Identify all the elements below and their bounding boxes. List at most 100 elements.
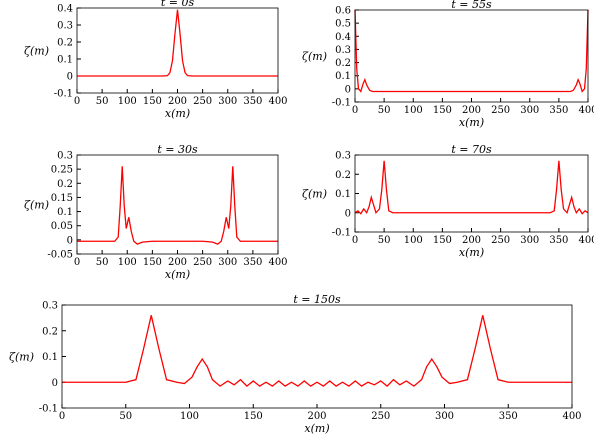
y-tick-label: 0.2	[335, 170, 351, 181]
x-tick-label: 100	[404, 105, 423, 116]
axes-frame	[76, 154, 279, 255]
x-axis-label: x(m)	[165, 268, 190, 281]
x-tick-label: 0	[74, 96, 80, 107]
y-tick-label: 0.3	[42, 301, 58, 312]
y-tick-label: -0.1	[332, 228, 351, 239]
x-tick-label: 100	[404, 235, 423, 246]
y-tick-label: 0.2	[57, 179, 73, 190]
y-axis-label: ζ(m)	[24, 199, 49, 212]
x-tick-label: 300	[520, 235, 539, 246]
x-tick-label: 350	[499, 411, 518, 422]
y-tick-label: 0.2	[57, 38, 73, 49]
x-axis-label: x(m)	[165, 107, 190, 120]
y-tick-label: 0.1	[42, 352, 58, 363]
x-axis-label: x(m)	[459, 116, 484, 129]
y-tick-label: 0	[345, 208, 351, 219]
x-tick-label: 50	[378, 105, 391, 116]
x-tick-label: 0	[352, 235, 358, 246]
y-tick-label: 0.3	[57, 151, 73, 162]
panel-title: t = 70s	[451, 143, 492, 156]
x-tick-label: 200	[168, 257, 187, 268]
x-tick-label: 400	[562, 411, 581, 422]
x-tick-label: 0	[59, 411, 65, 422]
x-tick-label: 0	[352, 105, 358, 116]
y-tick-label: 0	[67, 72, 73, 83]
y-tick-label: 0	[67, 235, 73, 246]
y-axis-label: ζ(m)	[9, 351, 34, 364]
x-tick-label: 150	[143, 257, 162, 268]
x-tick-label: 150	[143, 96, 162, 107]
x-tick-label: 250	[491, 235, 510, 246]
y-tick-label: 0.6	[335, 6, 351, 17]
x-tick-label: 200	[307, 411, 326, 422]
x-tick-label: 100	[180, 411, 199, 422]
x-tick-label: 150	[433, 105, 452, 116]
data-line	[77, 166, 278, 245]
x-tick-label: 200	[168, 96, 187, 107]
x-axis-label: x(m)	[304, 422, 329, 435]
y-tick-label: 0	[345, 84, 351, 95]
x-tick-label: 50	[119, 411, 132, 422]
data-line	[354, 160, 589, 215]
y-tick-label: 0.1	[335, 189, 351, 200]
y-tick-label: 0.15	[51, 193, 73, 204]
y-tick-label: 0.2	[335, 58, 351, 69]
y-axis-label: ζ(m)	[24, 45, 49, 58]
data-line	[354, 9, 589, 93]
x-tick-label: 300	[218, 257, 237, 268]
x-tick-label: 400	[268, 257, 287, 268]
x-tick-label: 400	[578, 235, 594, 246]
y-axis-label: ζ(m)	[302, 50, 327, 63]
y-tick-label: 0.4	[335, 32, 351, 43]
x-tick-label: 350	[549, 235, 568, 246]
x-tick-label: 250	[371, 411, 390, 422]
x-tick-label: 150	[244, 411, 263, 422]
x-tick-label: 50	[96, 96, 109, 107]
y-tick-label: 0.3	[335, 151, 351, 162]
x-tick-label: 100	[118, 257, 137, 268]
y-tick-label: 0.25	[51, 165, 73, 176]
x-tick-label: 300	[218, 96, 237, 107]
x-tick-label: 200	[462, 105, 481, 116]
x-tick-label: 350	[243, 257, 262, 268]
x-tick-label: 100	[118, 96, 137, 107]
axes-frame	[61, 304, 573, 409]
x-tick-label: 0	[74, 257, 80, 268]
y-tick-label: 0.3	[335, 45, 351, 56]
x-tick-label: 250	[193, 96, 212, 107]
x-tick-label: 200	[462, 235, 481, 246]
y-tick-label: 0.4	[57, 4, 73, 15]
y-tick-label: 0.1	[57, 207, 73, 218]
y-tick-label: 0.2	[42, 326, 58, 337]
y-tick-label: -0.1	[54, 89, 73, 100]
x-tick-label: 50	[96, 257, 109, 268]
data-line	[77, 9, 278, 77]
axes-frame	[354, 154, 589, 233]
x-axis-label: x(m)	[459, 246, 484, 259]
y-tick-label: 0.3	[57, 21, 73, 32]
axes-frame	[76, 7, 279, 94]
y-tick-label: -0.1	[39, 404, 58, 415]
y-tick-label: 0.1	[335, 71, 351, 82]
x-tick-label: 50	[378, 235, 391, 246]
x-tick-label: 250	[193, 257, 212, 268]
panel-title: t = 150s	[293, 293, 341, 306]
axes-frame	[354, 9, 589, 103]
y-axis-label: ζ(m)	[302, 188, 327, 201]
panel-title: t = 55s	[451, 0, 492, 11]
x-tick-label: 150	[433, 235, 452, 246]
panel-title: t = 30s	[157, 143, 198, 156]
x-tick-label: 250	[491, 105, 510, 116]
y-tick-label: 0.1	[57, 55, 73, 66]
x-tick-label: 400	[268, 96, 287, 107]
x-tick-label: 300	[520, 105, 539, 116]
data-line	[62, 315, 572, 387]
panel-title: t = 0s	[161, 0, 195, 9]
x-tick-label: 350	[549, 105, 568, 116]
x-tick-label: 350	[243, 96, 262, 107]
y-tick-label: 0.5	[335, 19, 351, 30]
x-tick-label: 400	[578, 105, 594, 116]
x-tick-label: 300	[435, 411, 454, 422]
y-tick-label: 0.05	[51, 221, 73, 232]
